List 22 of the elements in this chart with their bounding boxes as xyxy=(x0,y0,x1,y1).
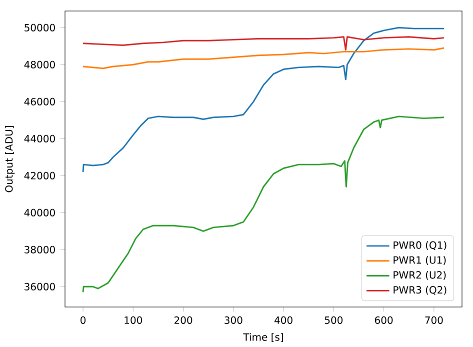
x-tick-label: 200 xyxy=(174,316,192,324)
legend-label: PWR0 (Q1) xyxy=(394,241,446,250)
x-tick-label: 400 xyxy=(274,316,292,324)
x-tick-label: 300 xyxy=(224,316,242,324)
legend-label: PWR3 (Q2) xyxy=(394,286,446,295)
y-tick-label: 46000 xyxy=(24,98,55,106)
y-tick-label: 48000 xyxy=(24,60,55,68)
y-axis-title: Output [ADU] xyxy=(4,126,15,192)
x-tick-label: 700 xyxy=(425,316,443,324)
x-tick-label: 500 xyxy=(324,316,343,324)
legend-label: PWR1 (U1) xyxy=(394,256,446,265)
y-tick-label: 36000 xyxy=(24,282,55,290)
y-tick-label: 50000 xyxy=(24,24,55,32)
x-tick-label: 100 xyxy=(124,316,142,324)
y-tick-label: 42000 xyxy=(24,172,55,180)
legend-label: PWR2 (U2) xyxy=(394,270,446,280)
y-tick-label: 40000 xyxy=(24,208,55,216)
y-tick-label: 44000 xyxy=(24,134,55,142)
x-axis-title: Time [s] xyxy=(243,333,283,342)
y-tick-label: 38000 xyxy=(24,246,55,254)
x-tick-label: 0 xyxy=(80,316,86,324)
x-tick-label: 600 xyxy=(374,316,393,324)
